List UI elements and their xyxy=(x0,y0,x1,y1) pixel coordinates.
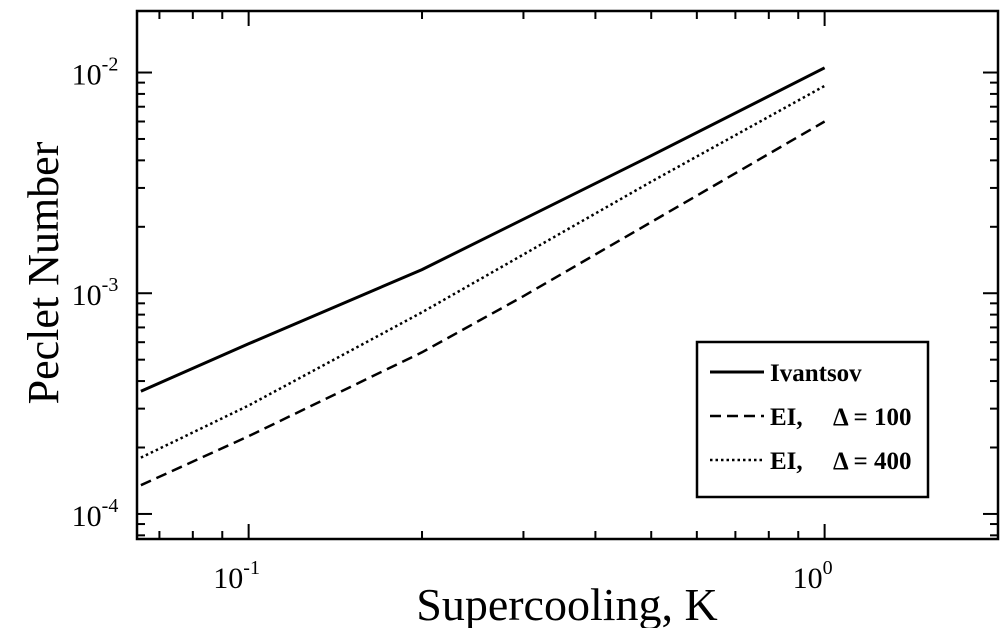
plot-frame xyxy=(135,9,1000,541)
x-tick-label: 100 xyxy=(793,557,833,595)
series-line-1 xyxy=(140,66,826,393)
y-axis-label: Peclet Number xyxy=(19,141,68,404)
y-tick-label: 10-2 xyxy=(72,54,119,92)
legend-label-3: EI, xyxy=(770,448,803,475)
legend-param-3: Δ = 400 xyxy=(833,448,912,475)
legend-param-2: Δ = 100 xyxy=(833,404,912,431)
y-tick-label: 10-3 xyxy=(72,274,119,312)
axis-ticks xyxy=(137,11,999,539)
legend-label-2: EI, xyxy=(770,404,803,431)
legend-box xyxy=(695,340,930,499)
legend: Ivantsov EI, Δ = 100 EI, Δ = 400 xyxy=(695,340,930,499)
y-tick-label: 10-4 xyxy=(72,495,119,533)
axis-tick-labels: 10-1 100 10-4 10-3 10-2 xyxy=(72,54,833,595)
legend-label-1: Ivantsov xyxy=(770,360,862,387)
series-lines xyxy=(140,66,826,487)
x-axis-label: Supercooling, K xyxy=(416,579,718,628)
x-tick-label: 10-1 xyxy=(213,557,260,595)
